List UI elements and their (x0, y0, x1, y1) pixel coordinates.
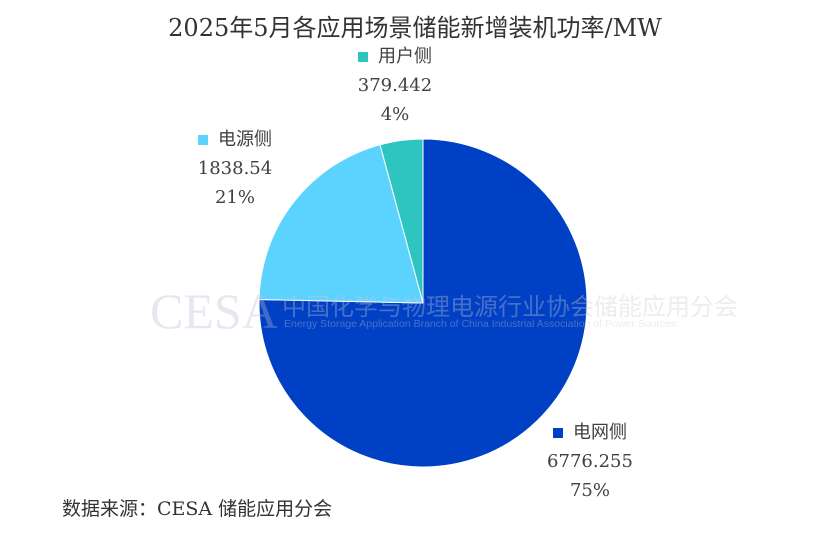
label-grid-side: 电网侧 6776.255 75% (520, 418, 660, 505)
slice-percent: 21% (214, 187, 255, 208)
slice-percent: 75% (569, 480, 610, 501)
watermark-en: Energy Storage Application Branch of Chi… (284, 318, 677, 330)
slice-name: 电网侧 (573, 422, 627, 443)
legend-swatch (198, 135, 208, 145)
data-source: 数据来源：CESA 储能应用分会 (62, 498, 333, 520)
slice-value: 6776.255 (547, 451, 633, 472)
legend-swatch (553, 428, 563, 438)
chart-title: 2025年5月各应用场景储能新增装机功率/MW (168, 14, 662, 42)
watermark-logo: CESA (150, 283, 278, 339)
legend-swatch (358, 52, 368, 62)
slice-value: 1838.54 (197, 158, 273, 179)
watermark-cn: 中国化学与物理电源行业协会储能应用分会 (282, 294, 738, 321)
slice-value: 379.442 (357, 75, 433, 96)
pie-slice-1 (258, 144, 424, 304)
slice-name: 用户侧 (378, 46, 432, 67)
slice-name: 电源侧 (218, 129, 272, 150)
pie-slice-2 (379, 138, 424, 304)
label-source-side: 电源侧 1838.54 21% (170, 125, 300, 212)
label-user-side: 用户侧 379.442 4% (330, 42, 460, 129)
slice-percent: 4% (380, 104, 410, 125)
